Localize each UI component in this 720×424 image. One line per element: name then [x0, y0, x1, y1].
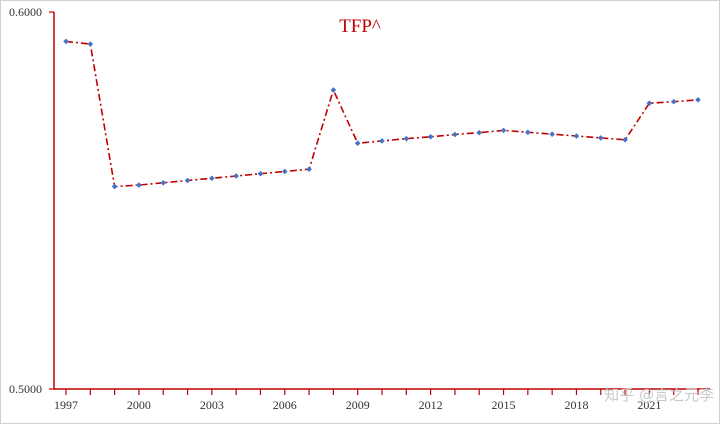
x-tick-label: 2012 [419, 398, 443, 412]
x-tick-label: 2000 [127, 398, 151, 412]
data-point [63, 38, 69, 45]
data-point [87, 41, 94, 47]
data-point [379, 138, 385, 144]
data-point [646, 100, 653, 107]
chart-title: TFP^ [339, 16, 381, 37]
x-tick-label: 2006 [273, 398, 297, 412]
x-tick-label: 1997 [54, 398, 78, 412]
data-point [476, 129, 483, 136]
data-point [136, 182, 142, 188]
x-tick-label: 2009 [346, 398, 370, 412]
data-point [573, 133, 580, 139]
data-point [257, 170, 264, 177]
tfp-series-line [65, 40, 699, 188]
data-point [549, 131, 555, 137]
y-tick-label: 0.6000 [9, 5, 42, 19]
watermark-text: 知乎 @言之元李 [604, 386, 714, 404]
data-point [525, 129, 531, 136]
data-point [111, 183, 118, 190]
data-point [670, 98, 677, 105]
chart-series [65, 40, 699, 188]
chart-axes [49, 11, 710, 395]
data-point [330, 87, 337, 93]
y-tick-labels: 0.6000 0.5000 [9, 5, 42, 396]
x-tick-label: 2018 [564, 398, 588, 412]
data-point [452, 131, 458, 138]
x-tick-label: 2003 [200, 398, 224, 412]
data-point [233, 173, 239, 179]
data-point [281, 168, 288, 175]
data-point [427, 133, 434, 140]
data-point [209, 175, 215, 182]
data-point [500, 127, 507, 134]
data-point [695, 97, 701, 103]
data-point [160, 179, 167, 186]
data-point [597, 135, 604, 141]
data-point [306, 166, 312, 173]
data-point [403, 135, 410, 142]
data-point [354, 140, 361, 146]
y-tick-label: 0.5000 [9, 382, 42, 396]
x-tick-label: 2015 [492, 398, 516, 412]
x-tick-labels: 1997 2000 2003 2006 2009 2012 2015 2018 2021 [54, 398, 661, 412]
data-point [184, 177, 191, 184]
x-tick-label: 2021 [637, 398, 661, 412]
chart-points [63, 38, 701, 190]
data-point [622, 137, 628, 143]
